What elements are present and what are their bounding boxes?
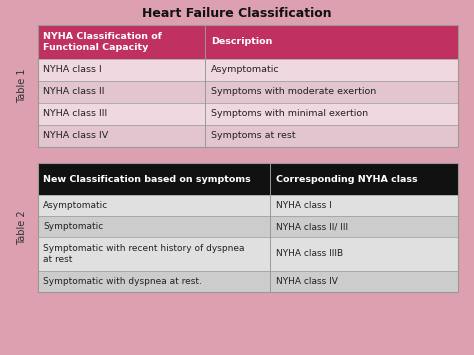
FancyBboxPatch shape: [38, 163, 458, 195]
Text: Asymptomatic: Asymptomatic: [211, 66, 280, 75]
Text: NYHA class IIIB: NYHA class IIIB: [276, 250, 343, 258]
Text: NYHA class IV: NYHA class IV: [43, 131, 108, 141]
FancyBboxPatch shape: [38, 59, 458, 81]
Text: NYHA class II/ III: NYHA class II/ III: [276, 222, 348, 231]
Text: Heart Failure Classification: Heart Failure Classification: [142, 7, 332, 20]
FancyBboxPatch shape: [38, 271, 458, 292]
Text: Corresponding NYHA class: Corresponding NYHA class: [276, 175, 418, 184]
Text: NYHA Classification of
Functional Capacity: NYHA Classification of Functional Capaci…: [43, 32, 162, 52]
FancyBboxPatch shape: [38, 125, 458, 147]
FancyBboxPatch shape: [38, 237, 458, 271]
FancyBboxPatch shape: [38, 103, 458, 125]
Text: NYHA class III: NYHA class III: [43, 109, 107, 119]
FancyBboxPatch shape: [38, 81, 458, 103]
Text: NYHA class I: NYHA class I: [43, 66, 102, 75]
Text: Table 2: Table 2: [17, 210, 27, 245]
Text: Symptoms with minimal exertion: Symptoms with minimal exertion: [211, 109, 368, 119]
Text: NYHA class IV: NYHA class IV: [276, 277, 338, 286]
Text: Symptoms with moderate exertion: Symptoms with moderate exertion: [211, 87, 376, 97]
FancyBboxPatch shape: [38, 216, 458, 237]
FancyBboxPatch shape: [38, 195, 458, 216]
Text: Asymptomatic: Asymptomatic: [43, 201, 108, 210]
Text: Symptoms at rest: Symptoms at rest: [211, 131, 296, 141]
Text: Symptomatic with dyspnea at rest.: Symptomatic with dyspnea at rest.: [43, 277, 202, 286]
FancyBboxPatch shape: [38, 25, 458, 59]
Text: Description: Description: [211, 38, 273, 47]
Text: Table 1: Table 1: [17, 69, 27, 103]
Text: NYHA class I: NYHA class I: [276, 201, 332, 210]
Text: Symptomatic: Symptomatic: [43, 222, 103, 231]
Text: New Classification based on symptoms: New Classification based on symptoms: [43, 175, 251, 184]
Text: NYHA class II: NYHA class II: [43, 87, 104, 97]
Text: Symptomatic with recent history of dyspnea
at rest: Symptomatic with recent history of dyspn…: [43, 244, 245, 264]
